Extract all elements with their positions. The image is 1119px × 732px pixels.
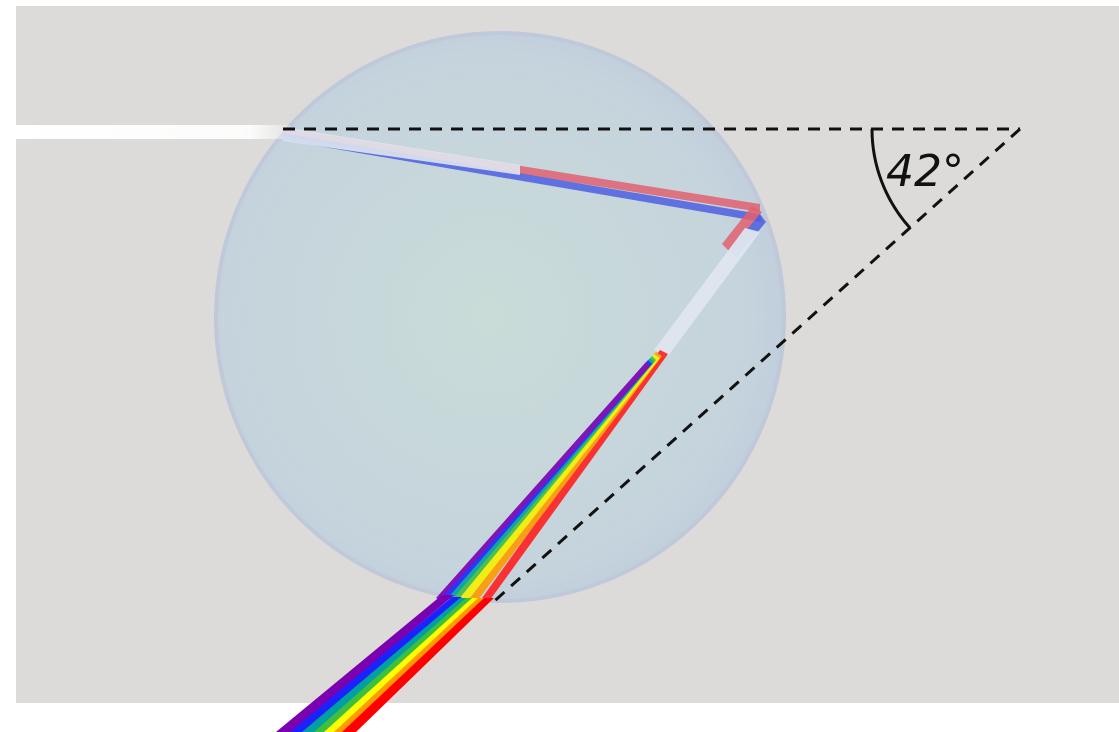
internal-spectrum-fan xyxy=(436,350,668,600)
water-droplet xyxy=(214,31,786,603)
incoming-light-beam xyxy=(16,125,291,139)
angle-label: 42° xyxy=(886,146,964,197)
internal-ray-reflected xyxy=(654,206,766,356)
exiting-rainbow-beam xyxy=(276,595,494,732)
diagonal-guide-line xyxy=(488,127,1022,607)
internal-ray-to-back xyxy=(283,127,762,222)
angle-arc xyxy=(870,128,912,230)
angle-guide-lines xyxy=(283,127,1022,607)
